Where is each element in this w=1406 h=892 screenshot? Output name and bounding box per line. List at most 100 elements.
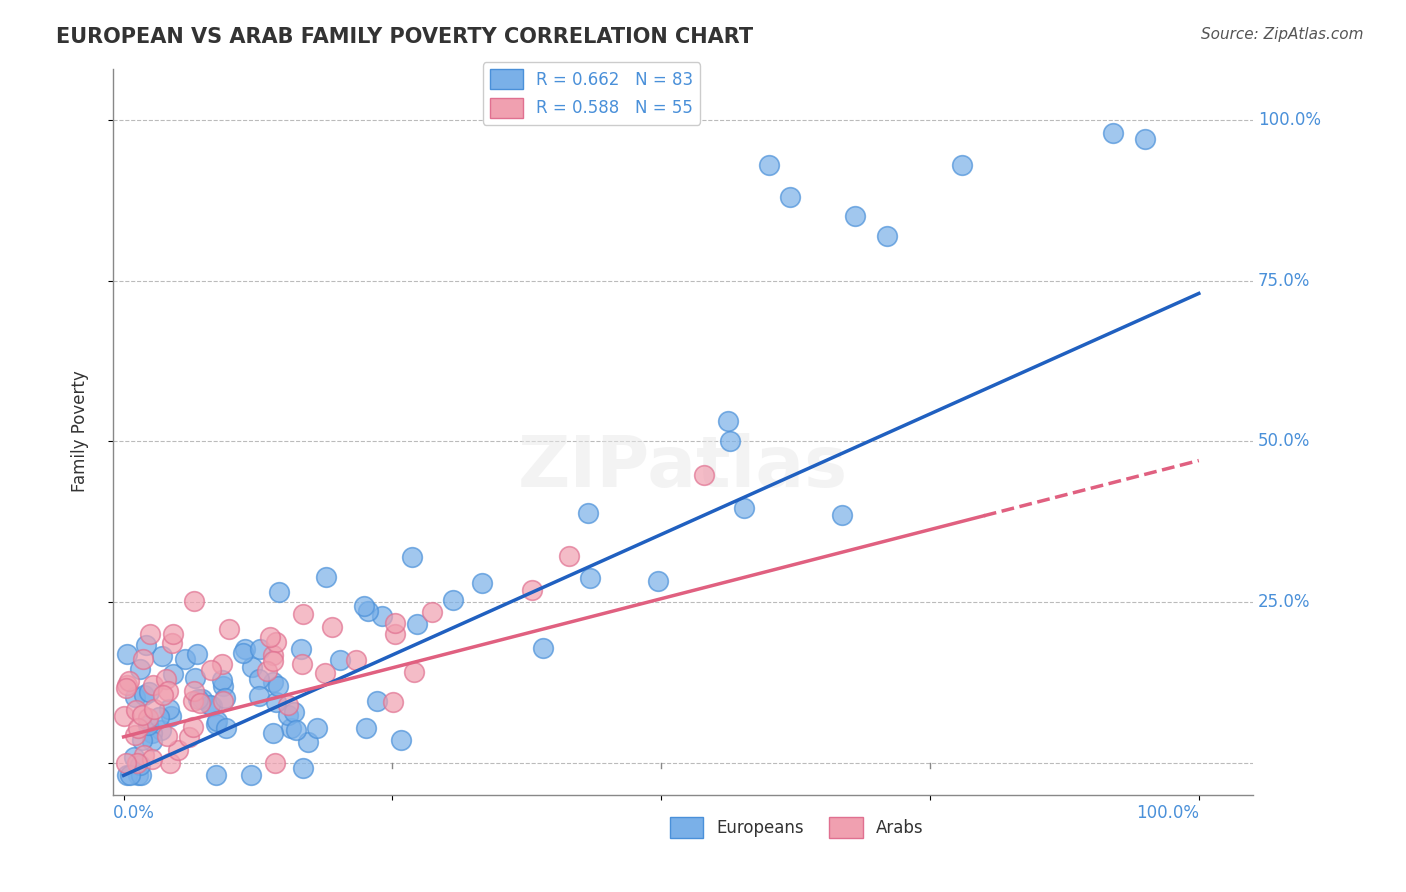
Point [283,706,305,720]
Point [218,622,240,636]
Text: 25.0%: 25.0% [1258,593,1310,611]
Point [162,626,184,640]
Point [131,707,153,722]
Text: 100.0%: 100.0% [1136,805,1199,822]
Point [717,414,740,428]
Point [579,571,602,585]
Point [124,728,146,742]
Point [122,749,145,764]
Point [844,210,866,224]
Point [141,725,163,739]
Text: ZIPatlas: ZIPatlas [517,434,848,502]
Point [382,695,405,709]
Point [247,689,270,703]
Point [214,691,236,706]
Point [262,675,284,690]
Point [357,604,380,618]
Point [232,646,254,660]
Text: 75.0%: 75.0% [1258,271,1310,290]
Point [127,768,149,782]
Point [127,721,149,735]
Point [471,575,494,590]
Legend: Europeans, Arabs: Europeans, Arabs [664,811,931,845]
Point [384,616,406,631]
Point [181,720,204,734]
Point [211,657,233,671]
Point [353,599,375,614]
Point [389,732,412,747]
Point [156,729,179,743]
Point [201,699,224,714]
Point [184,671,207,685]
Point [314,665,336,680]
Point [733,500,755,515]
Point [211,673,233,687]
Point [950,158,973,172]
Point [321,620,343,634]
Text: 50.0%: 50.0% [1258,433,1310,450]
Point [142,678,165,692]
Point [141,734,163,748]
Point [290,657,312,672]
Point [183,684,205,698]
Point [115,681,138,695]
Point [124,690,146,705]
Point [205,768,228,782]
Point [831,508,853,522]
Point [129,758,152,772]
Point [264,756,287,770]
Point [129,768,152,782]
Point [262,648,284,662]
Point [576,506,599,520]
Point [139,627,162,641]
Point [291,762,314,776]
Point [277,707,299,722]
Text: Source: ZipAtlas.com: Source: ZipAtlas.com [1201,27,1364,42]
Point [135,638,157,652]
Point [315,570,337,584]
Point [240,660,263,674]
Point [264,635,287,649]
Point [267,679,290,693]
Point [558,549,581,563]
Point [344,653,367,667]
Point [297,735,319,749]
Point [129,662,152,676]
Point [718,434,741,448]
Point [406,616,429,631]
Point [125,703,148,717]
Point [148,710,170,724]
Point [256,664,278,678]
Point [366,693,388,707]
Point [115,756,138,770]
Point [262,725,284,739]
Point [233,642,256,657]
Point [159,756,181,770]
Point [259,630,281,644]
Point [239,768,262,782]
Y-axis label: Family Poverty: Family Poverty [72,371,89,492]
Point [152,688,174,702]
Point [249,641,271,656]
Point [266,695,288,709]
Point [1133,132,1156,146]
Point [522,583,544,598]
Point [186,647,208,661]
Point [401,550,423,565]
Point [284,723,307,737]
Point [155,672,177,686]
Point [262,654,284,668]
Point [115,647,138,661]
Point [247,672,270,686]
Point [441,593,464,607]
Point [200,663,222,677]
Point [115,678,138,692]
Point [132,652,155,666]
Point [112,709,135,723]
Point [371,609,394,624]
Point [160,636,183,650]
Point [167,742,190,756]
Point [212,694,235,708]
Point [290,641,312,656]
Point [141,752,163,766]
